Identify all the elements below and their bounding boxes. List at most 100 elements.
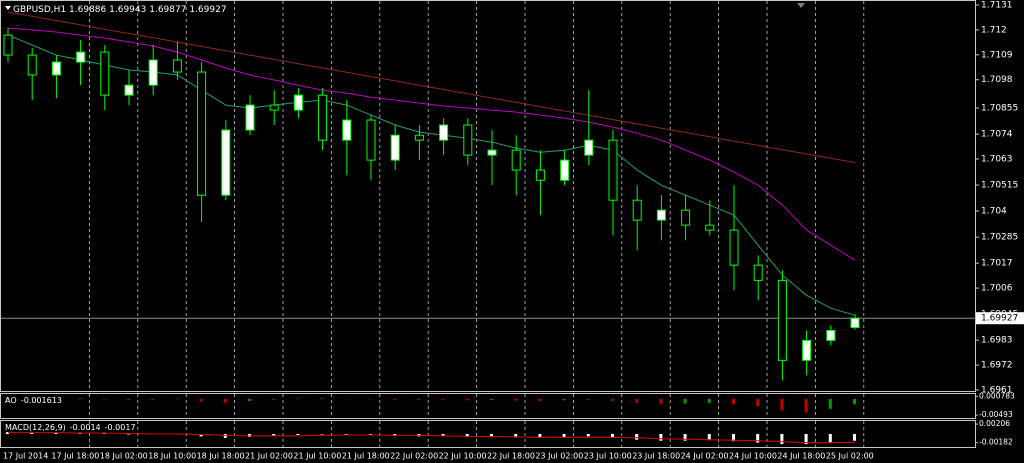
x-tick-label: 17 Jul 2014 [3, 452, 48, 461]
indicator-bar [223, 434, 227, 438]
indicator-bar [296, 398, 300, 400]
y-tick-label: 1.7131 [981, 1, 1013, 11]
indicator-bar [54, 398, 58, 400]
symbol: GBPUSD,H1 [13, 5, 66, 15]
indicator-bar [514, 398, 518, 401]
x-tick-label: 23 Jul 02:00 [535, 452, 583, 461]
candle-body [753, 264, 763, 281]
y-tick-label: 1.7074 [981, 130, 1013, 140]
indicator-bar [635, 434, 639, 440]
x-tick-label: 17 Jul 18:00 [51, 452, 99, 461]
y-tick-label: 1.7109 [981, 50, 1013, 60]
indicator-label-part: AO [5, 396, 17, 405]
y-tick-label: 1.704 [981, 207, 1007, 217]
candle-body [245, 104, 255, 131]
indicator-label: MACD(12,26,9) -0.0014 -0.0017 [5, 423, 136, 432]
x-tick-label: 22 Jul 02:00 [390, 452, 438, 461]
candle-body [681, 209, 691, 226]
x-tick-label: 23 Jul 18:00 [632, 452, 680, 461]
indicator-bar [465, 434, 469, 437]
moving-average [7, 11, 856, 164]
candle-body [535, 169, 545, 181]
indicator-bar [465, 398, 469, 401]
indicator-bar [199, 434, 203, 437]
indicator-bar [54, 433, 58, 434]
y-tick-label: 1.7063 [981, 155, 1013, 165]
indicator-bar [344, 434, 348, 435]
indicator-bar [6, 432, 9, 434]
candle-body [850, 317, 860, 328]
header-close: 1.69927 [189, 5, 226, 15]
indicator-bar [828, 398, 832, 409]
x-tick-label: 21 Jul 10:00 [293, 452, 341, 461]
indicator-tick-label: -0.00182 [979, 438, 1013, 447]
indicator-tick-label: -0.00493 [979, 410, 1013, 419]
indicator-bar [78, 398, 82, 399]
indicator-bar [30, 398, 34, 399]
candle-body [632, 199, 642, 221]
candle-body [802, 339, 812, 361]
indicator-bar [659, 398, 663, 404]
candle-body [729, 229, 739, 266]
indicator-label-part: -0.001613 [21, 396, 62, 405]
indicator-bar [441, 398, 445, 400]
indicator-bar [320, 434, 324, 435]
x-tick-label: 23 Jul 10:00 [584, 452, 632, 461]
candle-body [124, 84, 134, 96]
x-tick-label: 18 Jul 10:00 [148, 452, 196, 461]
indicator-bar [804, 434, 808, 445]
candle-body [172, 59, 182, 73]
indicator-bar [562, 398, 566, 401]
indicator-bar [538, 398, 542, 401]
indicator-bar [223, 398, 227, 403]
y-tick-label: 1.6961 [981, 386, 1013, 396]
macd-frame [0, 420, 976, 448]
indicator-bar [490, 398, 493, 400]
indicator-bar [296, 434, 300, 435]
indicator-bar [78, 433, 82, 434]
indicator-bar [369, 398, 372, 400]
candle-body [390, 134, 400, 161]
indicator-bar [272, 434, 276, 436]
y-tick-label: 1.70855 [981, 104, 1018, 114]
y-tick-label: 1.6972 [981, 361, 1013, 371]
indicator-bar [127, 398, 130, 400]
header-open: 1.69886 [69, 5, 106, 15]
x-tick-label: 24 Jul 02:00 [681, 452, 729, 461]
indicator-label: AO -0.001613 [5, 396, 62, 405]
indicator-bar [828, 434, 832, 443]
indicator-bar [586, 398, 590, 400]
indicator-bar [732, 398, 735, 405]
indicator-bar [683, 434, 687, 441]
indicator-bar [393, 398, 397, 400]
shift-marker [797, 3, 805, 8]
indicator-bar [853, 434, 856, 441]
candle-body [826, 329, 836, 341]
indicator-tick-label: 0.00206 [979, 419, 1010, 428]
indicator-tick-label: 0.000783 [979, 391, 1015, 400]
indicator-bar [175, 398, 179, 400]
candle-body [608, 139, 618, 201]
indicator-bar [6, 397, 9, 399]
candle-body [414, 134, 424, 141]
y-tick-label: 1.7017 [981, 259, 1013, 269]
y-tick-label: 1.70285 [981, 233, 1018, 243]
indicator-bar [248, 398, 251, 401]
y-tick-label: 1.7098 [981, 75, 1013, 85]
y-tick-label: 1.70515 [981, 181, 1018, 191]
moving-average [7, 27, 856, 261]
candle-body [705, 224, 715, 231]
candle-body [100, 51, 110, 96]
indicator-bar [683, 398, 687, 404]
candle-body [148, 59, 158, 86]
indicator-bar [780, 398, 784, 411]
indicator-bar [441, 434, 445, 437]
indicator-bar [30, 432, 34, 434]
y-tick-label: 1.712 [981, 25, 1007, 35]
candle-body [777, 279, 787, 361]
indicator-bar [659, 434, 663, 441]
indicator-bar [344, 398, 348, 400]
indicator-bar [780, 434, 784, 445]
main-frame [0, 0, 976, 392]
